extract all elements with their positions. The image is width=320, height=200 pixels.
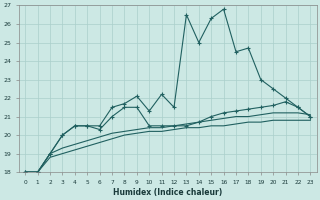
X-axis label: Humidex (Indice chaleur): Humidex (Indice chaleur) [113, 188, 222, 197]
